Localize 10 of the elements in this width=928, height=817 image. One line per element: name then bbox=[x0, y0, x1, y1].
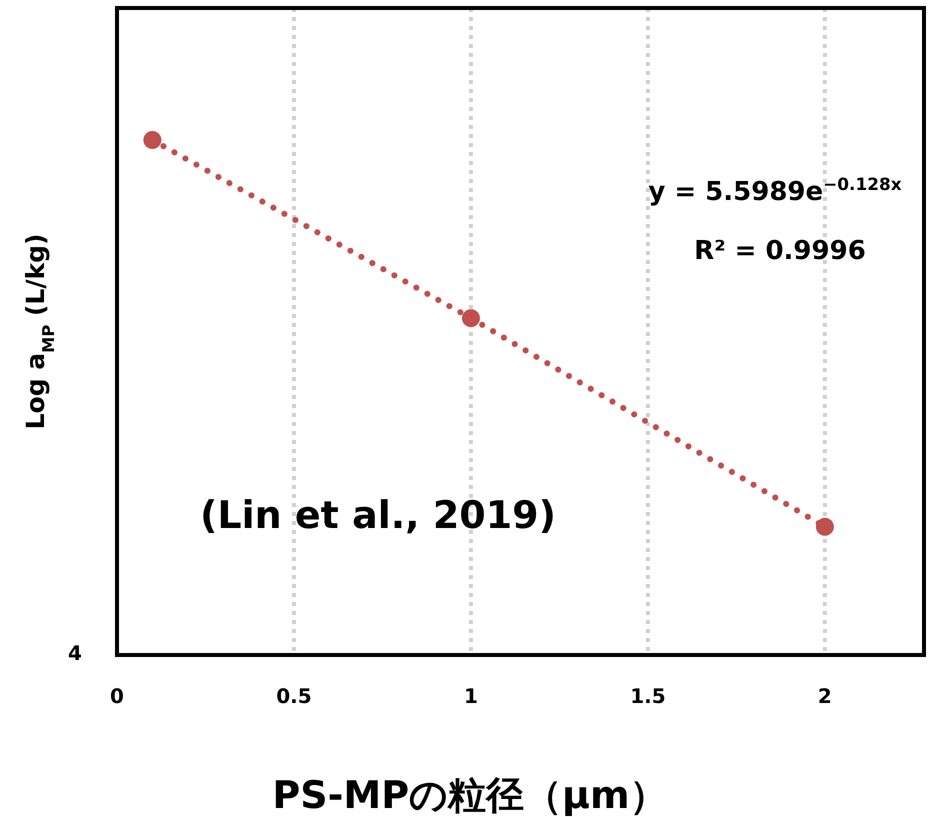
x-tick-label: 0.5 bbox=[276, 684, 312, 708]
x-tick-label: 0 bbox=[110, 684, 124, 708]
annotation: y = 5.5989e$^{−0.128x}$ bbox=[648, 174, 902, 207]
annotation: (Lin et al., 2019) bbox=[200, 493, 556, 537]
x-tick-label: 2 bbox=[818, 684, 832, 708]
x-tick-label: 1 bbox=[464, 684, 478, 708]
annotation: R² = 0.9996 bbox=[694, 236, 866, 266]
x-tick-label: 1.5 bbox=[630, 684, 666, 708]
text: 4 bbox=[68, 641, 82, 665]
x-axis-title: PS-MPの粒径（μm） bbox=[272, 773, 668, 817]
